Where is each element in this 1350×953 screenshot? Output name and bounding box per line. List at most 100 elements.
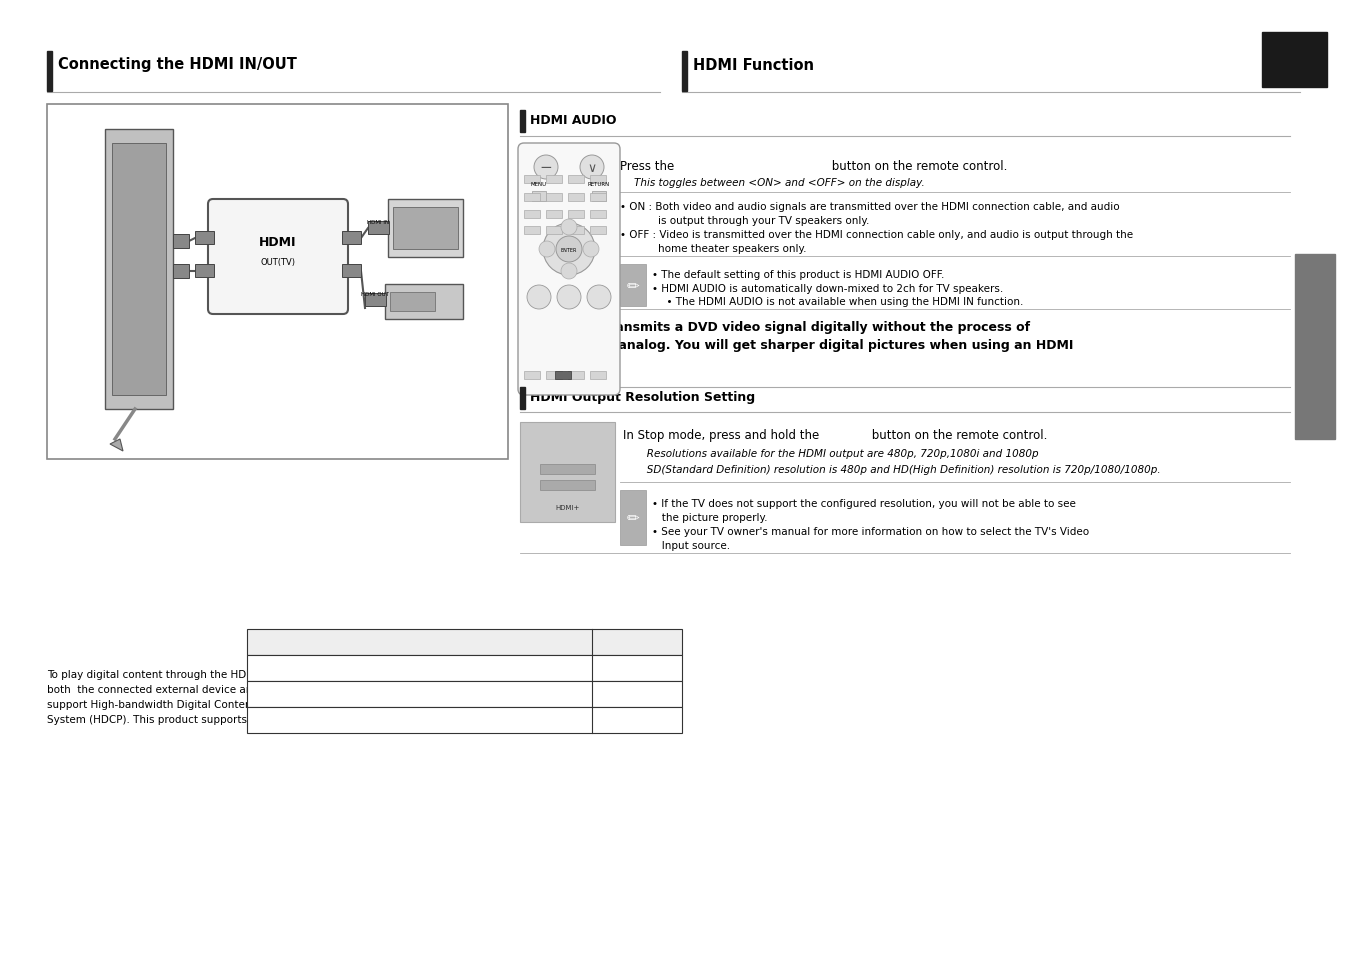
Bar — [247, 681, 682, 707]
Bar — [590, 175, 606, 184]
Circle shape — [580, 156, 603, 180]
FancyBboxPatch shape — [518, 144, 620, 395]
Bar — [173, 234, 189, 249]
Bar — [545, 193, 562, 202]
Bar — [385, 285, 463, 319]
Text: ✏: ✏ — [626, 511, 640, 525]
Bar — [545, 227, 562, 234]
Text: HDMI Output Resolution Setting: HDMI Output Resolution Setting — [531, 390, 755, 403]
Text: connection.: connection. — [520, 356, 602, 369]
Bar — [590, 193, 606, 202]
Text: is output through your TV speakers only.: is output through your TV speakers only. — [632, 215, 869, 226]
Text: MENU: MENU — [531, 182, 547, 188]
Text: Video/Audio: Video/Audio — [606, 663, 668, 673]
Text: Video: Video — [622, 689, 652, 700]
Text: ∨: ∨ — [587, 161, 597, 174]
Bar — [247, 629, 682, 656]
Bar — [568, 372, 585, 379]
Text: To play digital content through the HDMI connection,: To play digital content through the HDMI… — [47, 669, 323, 679]
Circle shape — [556, 236, 582, 263]
Circle shape — [562, 264, 576, 280]
Bar — [620, 491, 647, 545]
Text: converting to analog. You will get sharper digital pictures when using an HDMI: converting to analog. You will get sharp… — [520, 338, 1073, 351]
Text: A TV with an DVI-D jack (TV that does not support HDCP): A TV with an DVI-D jack (TV that does no… — [271, 716, 568, 725]
Text: home theater speakers only.: home theater speakers only. — [632, 244, 806, 253]
Bar — [47, 105, 508, 459]
Bar — [520, 111, 525, 132]
Text: HDMI: HDMI — [259, 235, 297, 249]
Bar — [105, 130, 173, 410]
Circle shape — [562, 220, 576, 235]
Bar — [620, 265, 647, 307]
Text: A TV with an DVI-D jack (TV that supports HDCP): A TV with an DVI-D jack (TV that support… — [293, 689, 547, 700]
Bar — [545, 211, 562, 219]
Text: A TV with an HDMI jack.: A TV with an HDMI jack. — [358, 663, 482, 673]
Bar — [393, 208, 458, 250]
Text: HDMI IN: HDMI IN — [367, 219, 389, 224]
Text: HDMI Function: HDMI Function — [693, 57, 814, 72]
Text: In Stop mode, press and hold the              button on the remote control.: In Stop mode, press and hold the button … — [622, 429, 1048, 442]
Text: This toggles between <ON> and <OFF> on the display.: This toggles between <ON> and <OFF> on t… — [634, 178, 925, 188]
Bar — [593, 192, 606, 202]
Bar — [540, 480, 595, 491]
Bar — [342, 232, 360, 245]
Bar — [194, 232, 215, 245]
Bar — [555, 372, 571, 379]
Bar — [524, 211, 540, 219]
Bar — [590, 211, 606, 219]
Text: • HDMI AUDIO is automatically down-mixed to 2ch for TV speakers.: • HDMI AUDIO is automatically down-mixed… — [652, 284, 1003, 294]
Bar — [524, 193, 540, 202]
Text: ✏: ✏ — [626, 278, 640, 294]
Bar — [682, 52, 687, 91]
Text: Video/Audio: Video/Audio — [602, 638, 672, 647]
Bar — [540, 464, 595, 475]
Bar — [545, 175, 562, 184]
Bar — [590, 227, 606, 234]
Bar — [47, 52, 53, 91]
Text: RETURN: RETURN — [587, 182, 610, 188]
Text: • ON : Both video and audio signals are transmitted over the HDMI connection cab: • ON : Both video and audio signals are … — [620, 202, 1119, 212]
Text: support High-bandwidth Digital Content Protection: support High-bandwidth Digital Content P… — [47, 700, 312, 709]
Text: • OFF : Video is transmitted over the HDMI connection cable only, and audio is o: • OFF : Video is transmitted over the HD… — [620, 230, 1133, 240]
Text: ENTER: ENTER — [560, 247, 578, 253]
Text: both  the connected external device and TV must: both the connected external device and T… — [47, 684, 305, 695]
Bar — [369, 222, 389, 234]
Bar — [568, 227, 585, 234]
Text: SD(Standard Definition) resolution is 480p and HD(High Definition) resolution is: SD(Standard Definition) resolution is 48… — [637, 464, 1161, 475]
Text: Input source.: Input source. — [652, 540, 730, 551]
Bar — [524, 175, 540, 184]
Bar — [112, 144, 166, 395]
Bar — [520, 422, 616, 522]
Text: the picture properly.: the picture properly. — [652, 513, 768, 522]
Bar — [247, 656, 682, 681]
Text: • The default setting of this product is HDMI AUDIO OFF.: • The default setting of this product is… — [652, 270, 945, 280]
Bar — [590, 372, 606, 379]
Circle shape — [587, 286, 612, 310]
Bar — [568, 175, 585, 184]
Bar — [545, 372, 562, 379]
Bar — [524, 372, 540, 379]
Bar — [390, 293, 435, 312]
Circle shape — [539, 242, 555, 257]
Circle shape — [543, 224, 595, 275]
Bar — [568, 211, 585, 219]
Bar — [387, 200, 463, 257]
Circle shape — [558, 286, 580, 310]
Text: HDMI+: HDMI+ — [555, 504, 579, 511]
Text: Press the                                          button on the remote control.: Press the button on the remote control. — [620, 160, 1007, 173]
Text: This device transmits a DVD video signal digitally without the process of: This device transmits a DVD video signal… — [520, 320, 1030, 334]
Text: Connecting the HDMI IN/OUT: Connecting the HDMI IN/OUT — [58, 57, 297, 72]
Bar — [247, 707, 682, 733]
Text: • If the TV does not support the configured resolution, you will not be able to : • If the TV does not support the configu… — [652, 498, 1076, 509]
FancyBboxPatch shape — [208, 200, 348, 314]
Bar — [342, 265, 360, 277]
Text: HDMI OUT: HDMI OUT — [360, 292, 389, 296]
Bar — [520, 388, 525, 410]
Text: -: - — [634, 716, 639, 725]
Bar — [364, 294, 386, 307]
Text: HDMI AUDIO: HDMI AUDIO — [531, 113, 617, 127]
Circle shape — [583, 242, 599, 257]
Bar — [532, 192, 545, 202]
Text: System (HDCP). This product supports HDCP.: System (HDCP). This product supports HDC… — [47, 714, 281, 724]
Text: • The HDMI AUDIO is not available when using the HDMI IN function.: • The HDMI AUDIO is not available when u… — [660, 296, 1023, 307]
